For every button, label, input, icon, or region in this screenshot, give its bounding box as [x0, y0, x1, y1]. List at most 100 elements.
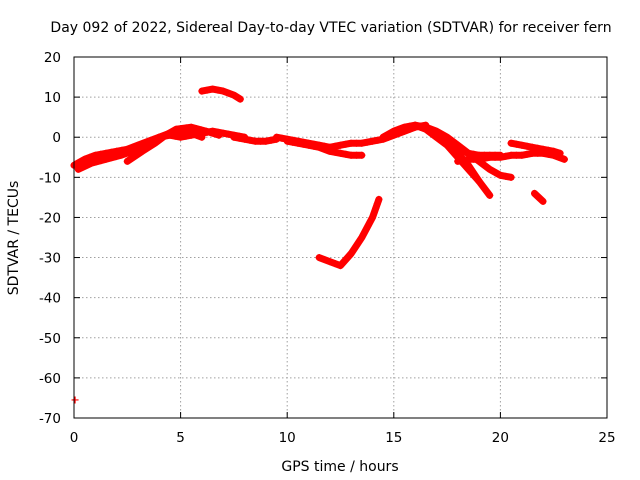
data-point: [350, 246, 358, 254]
data-point: [187, 129, 195, 137]
data-point: [374, 136, 382, 144]
data-point: [203, 86, 211, 94]
data-point: [556, 149, 564, 157]
data-point: [478, 181, 486, 189]
data-point: [81, 155, 89, 163]
y-axis-label: SDTVAR / TECUs: [6, 181, 22, 296]
data-point: [523, 150, 531, 158]
data-point: [112, 153, 120, 161]
x-tick-label: 5: [176, 430, 185, 446]
data-point: [531, 189, 539, 197]
data-point: [544, 146, 552, 154]
x-tick-label: 15: [385, 430, 402, 446]
data-point: [560, 155, 568, 163]
data-point: [117, 151, 125, 159]
data-point: [461, 147, 469, 155]
data-point: [321, 145, 329, 153]
data-point: [496, 153, 504, 161]
x-tick-label: 20: [492, 430, 509, 446]
data-point: [177, 133, 185, 141]
data-point: [534, 144, 542, 152]
data-point: [215, 131, 223, 139]
data-point: [187, 123, 195, 131]
data-point: [87, 159, 95, 167]
data-point: [107, 154, 115, 162]
data-point: [169, 127, 177, 135]
data-point: [507, 173, 515, 181]
data-point: [454, 141, 462, 149]
data-point: [523, 142, 531, 150]
data-point: [475, 155, 483, 163]
data-point: [390, 127, 398, 135]
data-point: [539, 197, 547, 205]
data-point: [225, 130, 233, 138]
data-point: [214, 128, 222, 136]
data-point: [79, 163, 87, 171]
data-point: [214, 86, 222, 94]
data-point: [383, 131, 391, 139]
data-point: [370, 209, 378, 217]
data-point: [457, 144, 465, 152]
data-point: [539, 145, 547, 153]
data-point: [182, 124, 190, 132]
data-point: [363, 138, 371, 146]
data-point: [483, 188, 491, 196]
data-point: [347, 250, 355, 258]
data-point: [496, 171, 504, 179]
chart-title: Day 092 of 2022, Sidereal Day-to-day VTE…: [50, 20, 611, 36]
data-point: [480, 154, 488, 162]
data-point: [372, 204, 380, 212]
data-point: [436, 132, 444, 140]
data-point: [321, 256, 329, 264]
data-point: [230, 91, 238, 99]
data-point: [358, 139, 366, 147]
data-point: [121, 150, 129, 158]
x-tick-labels: 0 5 10 15 20 25: [70, 430, 616, 446]
data-point: [198, 87, 206, 95]
data-point: [162, 131, 170, 139]
y-tick-label: 0: [52, 130, 61, 146]
data-point: [489, 167, 497, 175]
data-point: [528, 143, 536, 151]
data-point: [454, 157, 462, 165]
data-point: [158, 134, 166, 142]
data-point: [518, 141, 526, 149]
data-point: [193, 131, 201, 139]
data-point: [364, 221, 372, 229]
y-tick-label: -60: [39, 371, 61, 387]
data-point: [236, 95, 244, 103]
y-tick-label: -50: [39, 331, 61, 347]
data-point: [464, 149, 472, 157]
data-point: [289, 138, 297, 146]
data-point: [197, 126, 205, 134]
data-markers: [70, 85, 568, 404]
data-point: [360, 229, 368, 237]
data-point: [429, 131, 437, 139]
data-point: [362, 225, 370, 233]
data-point: [138, 143, 146, 151]
data-point: [262, 137, 270, 145]
data-point: [294, 139, 302, 147]
data-point: [123, 157, 131, 165]
data-point: [375, 195, 383, 203]
data-point: [206, 129, 214, 137]
data-point: [130, 147, 138, 155]
data-point: [92, 158, 100, 166]
data-point: [482, 163, 490, 171]
data-point: [278, 134, 286, 142]
data-point: [299, 140, 307, 148]
data-point: [192, 125, 200, 133]
data-point: [464, 161, 472, 169]
x-tick-label: 25: [598, 430, 615, 446]
data-point: [368, 213, 376, 221]
data-point: [219, 87, 227, 95]
data-point: [315, 143, 323, 151]
data-point: [379, 133, 387, 141]
data-point: [358, 151, 366, 159]
data-point: [326, 147, 334, 155]
grid: [74, 57, 607, 418]
data-point: [165, 129, 173, 137]
data-point: [486, 165, 494, 173]
data-point: [479, 160, 487, 168]
data-point: [331, 260, 339, 268]
